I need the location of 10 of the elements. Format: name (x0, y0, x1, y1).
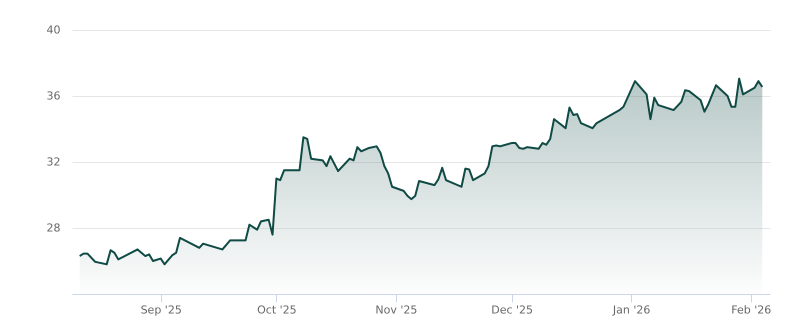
x-tick-label: Feb '26 (731, 304, 772, 316)
y-tick-label: 28 (46, 222, 60, 234)
y-tick-label: 40 (46, 24, 60, 36)
y-tick-label: 36 (46, 90, 60, 102)
x-tick-label: Sep '25 (140, 304, 182, 316)
x-tick-label: Dec '25 (491, 304, 534, 316)
x-tick-label: Jan '26 (612, 304, 650, 316)
y-tick-label: 32 (46, 156, 60, 168)
x-tick-label: Oct '25 (257, 304, 297, 316)
x-tick-label: Nov '25 (375, 304, 418, 316)
